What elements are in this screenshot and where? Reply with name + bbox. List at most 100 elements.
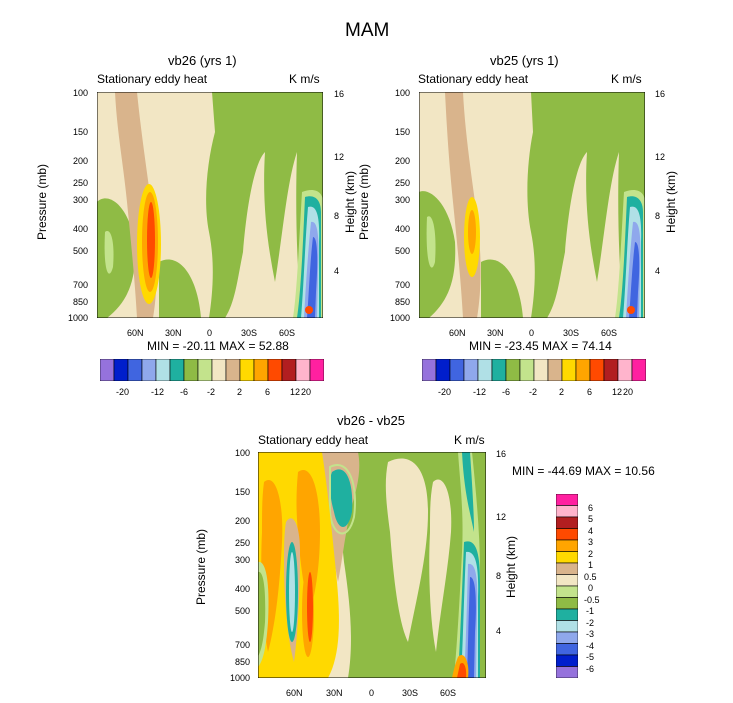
y-tick: 300	[395, 195, 411, 205]
x-tick: 30S	[563, 328, 580, 338]
colorbar-label: 0.5	[584, 572, 597, 582]
colorbar-swatch	[449, 359, 465, 381]
panel-title: vb26 (yrs 1)	[168, 53, 237, 68]
colorbar-label: 6	[587, 387, 593, 397]
y-tick: 400	[395, 224, 411, 234]
colorbar-label: -20	[116, 387, 130, 397]
colorbar-swatch	[556, 643, 578, 656]
colorbar-swatch	[556, 608, 578, 621]
y-right-axis-label: Height (km)	[343, 170, 358, 234]
y-right-tick: 16	[334, 89, 345, 99]
left-string: Stationary eddy heat	[258, 433, 369, 447]
colorbar-label: -20	[438, 387, 452, 397]
colorbar-swatch	[556, 551, 578, 564]
y-tick: 500	[395, 246, 411, 256]
y-right-tick: 12	[496, 512, 507, 522]
colorbar	[100, 359, 324, 381]
y-tick: 1000	[68, 313, 89, 323]
figure-title: MAM	[345, 20, 390, 41]
y-tick: 400	[235, 584, 251, 594]
y-right-axis-label: Height (km)	[504, 535, 519, 599]
colorbar-swatch	[556, 666, 578, 678]
colorbar-label: -0.5	[584, 595, 600, 605]
x-tick: 60S	[440, 688, 457, 698]
y-axis-label: Pressure (mb)	[194, 528, 209, 606]
colorbar-swatch	[519, 359, 535, 381]
colorbar-swatch	[253, 359, 269, 381]
y-tick: 850	[73, 297, 89, 307]
colorbar-swatch	[556, 562, 578, 575]
colorbar-swatch	[197, 359, 213, 381]
colorbar-swatch	[435, 359, 451, 381]
colorbar-label: -6	[502, 387, 511, 397]
y-tick: 250	[73, 178, 89, 188]
colorbar-label: 6	[265, 387, 271, 397]
colorbar-swatch	[267, 359, 283, 381]
colorbar-label: -4	[586, 641, 595, 651]
y-right-tick: 12	[334, 152, 345, 162]
y-right-tick: 16	[496, 449, 507, 459]
x-tick: 30S	[241, 328, 258, 338]
y-tick: 250	[235, 538, 251, 548]
colorbar-swatch	[295, 359, 311, 381]
units-label: K m/s	[289, 72, 320, 86]
colorbar-swatch	[556, 574, 578, 587]
colorbar-label: -12	[473, 387, 487, 397]
y-tick: 500	[73, 246, 89, 256]
y-tick: 850	[235, 657, 251, 667]
colorbar-label: 1	[588, 560, 594, 570]
colorbar-label: 5	[588, 514, 594, 524]
colorbar-label: -2	[207, 387, 216, 397]
panel-title: vb26 - vb25	[337, 413, 405, 428]
colorbar-swatch	[309, 359, 324, 381]
colorbar-swatch	[169, 359, 185, 381]
colorbar-swatch	[556, 620, 578, 633]
y-tick: 250	[395, 178, 411, 188]
colorbar-swatch	[211, 359, 227, 381]
y-right-tick: 8	[655, 211, 661, 221]
colorbar-label: 3	[588, 537, 594, 547]
colorbar-swatch	[491, 359, 507, 381]
colorbar-swatch	[113, 359, 129, 381]
x-tick: 60S	[279, 328, 296, 338]
colorbar-swatch	[547, 359, 563, 381]
x-tick: 30N	[487, 328, 504, 338]
y-tick: 700	[73, 280, 89, 290]
y-tick: 200	[73, 156, 89, 166]
x-tick: 30S	[402, 688, 419, 698]
x-tick: 0	[529, 328, 535, 338]
y-tick: 500	[235, 606, 251, 616]
colorbar-swatch	[422, 359, 437, 381]
colorbar-swatch	[556, 597, 578, 610]
stats-label: MIN = -44.69 MAX = 10.56	[512, 464, 655, 478]
y-tick: 1000	[230, 673, 251, 683]
colorbar-swatch	[631, 359, 646, 381]
colorbar-swatch	[556, 505, 578, 518]
y-right-axis-label: Height (km)	[664, 170, 679, 234]
colorbar	[422, 359, 646, 381]
colorbar-label: 20	[623, 387, 634, 397]
colorbar-label: 6	[588, 503, 594, 513]
panel-title: vb25 (yrs 1)	[490, 53, 559, 68]
left-string: Stationary eddy heat	[97, 72, 208, 86]
contour-plot	[97, 92, 323, 318]
units-label: K m/s	[611, 72, 642, 86]
colorbar-swatch	[239, 359, 255, 381]
colorbar	[556, 494, 578, 678]
colorbar-swatch	[556, 539, 578, 552]
colorbar-label: 12	[290, 387, 301, 397]
units-label: K m/s	[454, 433, 485, 447]
y-right-tick: 8	[334, 211, 340, 221]
colorbar-label: -2	[529, 387, 538, 397]
colorbar-swatch	[183, 359, 199, 381]
y-tick: 100	[73, 88, 89, 98]
colorbar-swatch	[141, 359, 157, 381]
colorbar-label: -2	[586, 618, 595, 628]
colorbar-swatch	[556, 585, 578, 598]
colorbar-label: 12	[612, 387, 623, 397]
colorbar-swatch	[561, 359, 577, 381]
y-tick: 1000	[390, 313, 411, 323]
colorbar-swatch	[556, 528, 578, 541]
x-tick: 60N	[286, 688, 303, 698]
y-right-tick: 4	[496, 626, 502, 636]
